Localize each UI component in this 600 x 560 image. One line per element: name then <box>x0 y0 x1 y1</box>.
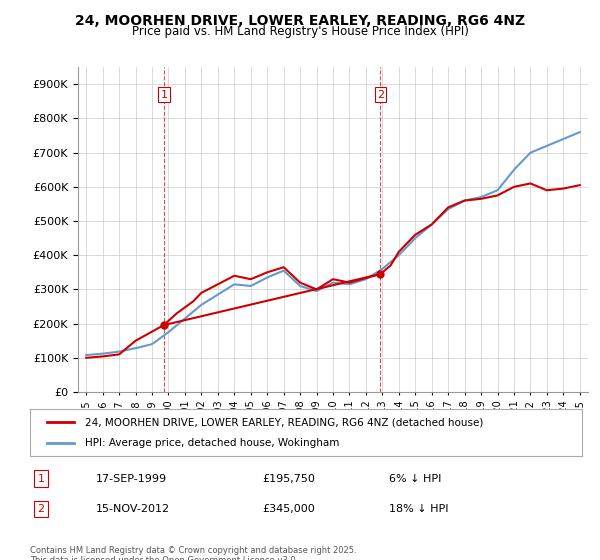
Text: £195,750: £195,750 <box>262 474 315 484</box>
Text: 24, MOORHEN DRIVE, LOWER EARLEY, READING, RG6 4NZ: 24, MOORHEN DRIVE, LOWER EARLEY, READING… <box>75 14 525 28</box>
Text: HPI: Average price, detached house, Wokingham: HPI: Average price, detached house, Woki… <box>85 438 340 448</box>
Text: 17-SEP-1999: 17-SEP-1999 <box>96 474 167 484</box>
Text: Contains HM Land Registry data © Crown copyright and database right 2025.
This d: Contains HM Land Registry data © Crown c… <box>30 546 356 560</box>
Text: 24, MOORHEN DRIVE, LOWER EARLEY, READING, RG6 4NZ (detached house): 24, MOORHEN DRIVE, LOWER EARLEY, READING… <box>85 417 484 427</box>
Text: 18% ↓ HPI: 18% ↓ HPI <box>389 504 448 514</box>
Text: Price paid vs. HM Land Registry's House Price Index (HPI): Price paid vs. HM Land Registry's House … <box>131 25 469 38</box>
Text: 1: 1 <box>38 474 44 484</box>
Text: 2: 2 <box>37 504 44 514</box>
Text: 15-NOV-2012: 15-NOV-2012 <box>96 504 170 514</box>
Text: 2: 2 <box>377 90 384 100</box>
Text: 1: 1 <box>160 90 167 100</box>
Text: 6% ↓ HPI: 6% ↓ HPI <box>389 474 441 484</box>
Text: £345,000: £345,000 <box>262 504 314 514</box>
